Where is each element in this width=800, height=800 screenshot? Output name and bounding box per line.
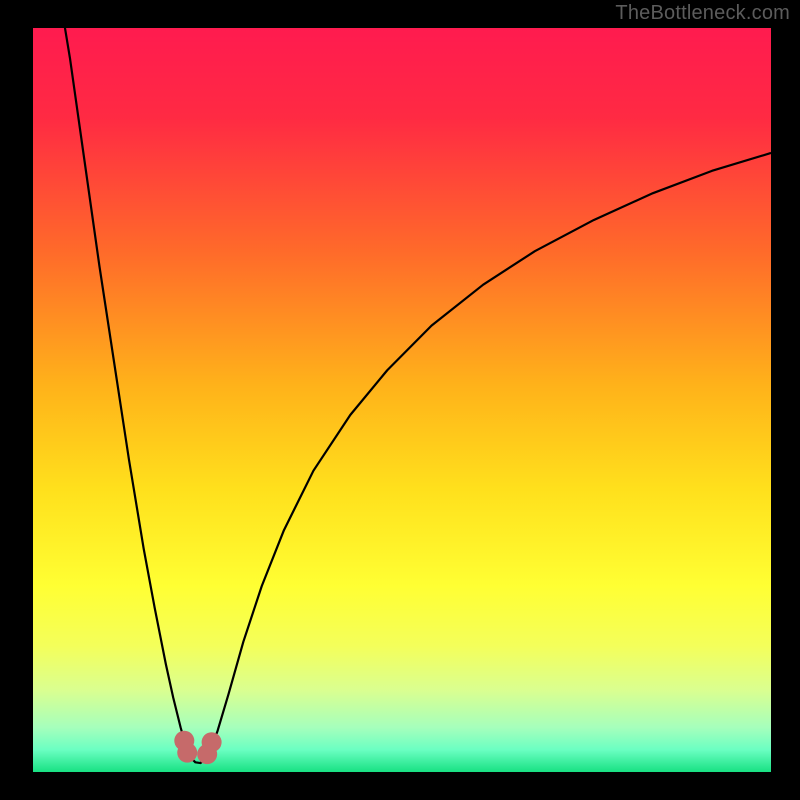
bottleneck-plot xyxy=(0,0,800,800)
chart-container: TheBottleneck.com xyxy=(0,0,800,800)
highlight-dot xyxy=(177,743,197,763)
plot-background xyxy=(33,28,771,772)
highlight-dot xyxy=(202,732,222,752)
